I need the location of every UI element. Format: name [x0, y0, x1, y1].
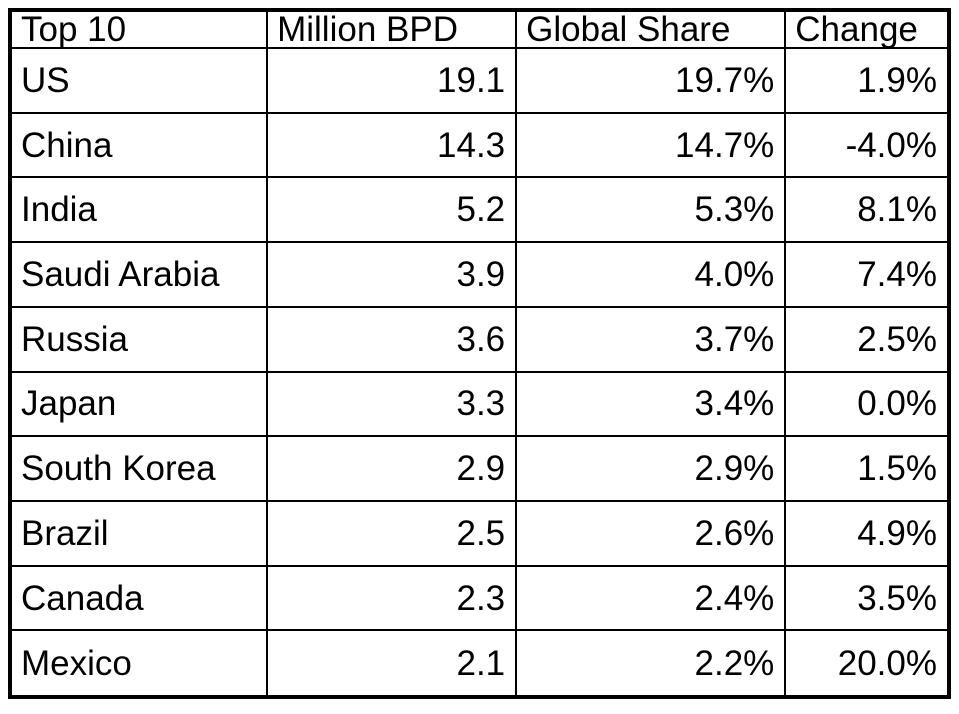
global-share-cell: 2.6%	[515, 500, 787, 567]
table-row: Russia 3.6 3.7% 2.5%	[8, 305, 950, 373]
header-cell-global-share: Global Share	[515, 9, 787, 49]
million-bpd-cell: 2.3	[266, 564, 518, 632]
global-share-cell: 2.4%	[515, 564, 787, 632]
country-cell: Canada	[8, 564, 269, 632]
million-bpd-cell: 2.9	[266, 435, 518, 503]
country-cell: China	[8, 111, 269, 179]
global-share-cell: 2.9%	[515, 435, 787, 503]
global-share-cell: 5.3%	[515, 176, 787, 244]
header-row: Top 10 Million BPD Global Share Change	[8, 9, 950, 49]
global-share-cell: 14.7%	[515, 111, 787, 179]
table-row: US 19.1 19.7% 1.9%	[8, 47, 950, 114]
country-cell: Brazil	[8, 500, 269, 567]
million-bpd-cell: 3.9	[266, 241, 518, 308]
header-cell-top10: Top 10	[8, 9, 269, 49]
table-row: Saudi Arabia 3.9 4.0% 7.4%	[8, 241, 950, 308]
table-row: China 14.3 14.7% -4.0%	[8, 111, 950, 179]
country-cell: Saudi Arabia	[8, 241, 269, 308]
header-cell-change: Change	[784, 9, 950, 49]
million-bpd-cell: 2.1	[266, 629, 518, 698]
change-cell: -4.0%	[784, 111, 950, 179]
country-cell: US	[8, 47, 269, 114]
table-row: Canada 2.3 2.4% 3.5%	[8, 564, 950, 632]
million-bpd-cell: 5.2	[266, 176, 518, 244]
million-bpd-cell: 14.3	[266, 111, 518, 179]
table-row: South Korea 2.9 2.9% 1.5%	[8, 435, 950, 503]
global-share-cell: 3.7%	[515, 305, 787, 373]
country-cell: South Korea	[8, 435, 269, 503]
change-cell: 0.0%	[784, 370, 950, 438]
header-cell-million-bpd: Million BPD	[266, 9, 518, 49]
country-cell: Japan	[8, 370, 269, 438]
country-cell: India	[8, 176, 269, 244]
table-row: Brazil 2.5 2.6% 4.9%	[8, 500, 950, 567]
million-bpd-cell: 2.5	[266, 500, 518, 567]
change-cell: 4.9%	[784, 500, 950, 567]
table-row: Mexico 2.1 2.2% 20.0%	[8, 629, 950, 698]
country-cell: Mexico	[8, 629, 269, 698]
change-cell: 1.9%	[784, 47, 950, 114]
country-cell: Russia	[8, 305, 269, 373]
change-cell: 2.5%	[784, 305, 950, 373]
table-row: Japan 3.3 3.4% 0.0%	[8, 370, 950, 438]
million-bpd-cell: 19.1	[266, 47, 518, 114]
global-share-cell: 2.2%	[515, 629, 787, 698]
table-row: India 5.2 5.3% 8.1%	[8, 176, 950, 244]
change-cell: 20.0%	[784, 629, 950, 698]
change-cell: 8.1%	[784, 176, 950, 244]
change-cell: 1.5%	[784, 435, 950, 503]
million-bpd-cell: 3.3	[266, 370, 518, 438]
change-cell: 3.5%	[784, 564, 950, 632]
change-cell: 7.4%	[784, 241, 950, 308]
global-share-cell: 3.4%	[515, 370, 787, 438]
million-bpd-cell: 3.6	[266, 305, 518, 373]
top10-consumption-table: Top 10 Million BPD Global Share Change U…	[8, 8, 951, 699]
global-share-cell: 4.0%	[515, 241, 787, 308]
global-share-cell: 19.7%	[515, 47, 787, 114]
